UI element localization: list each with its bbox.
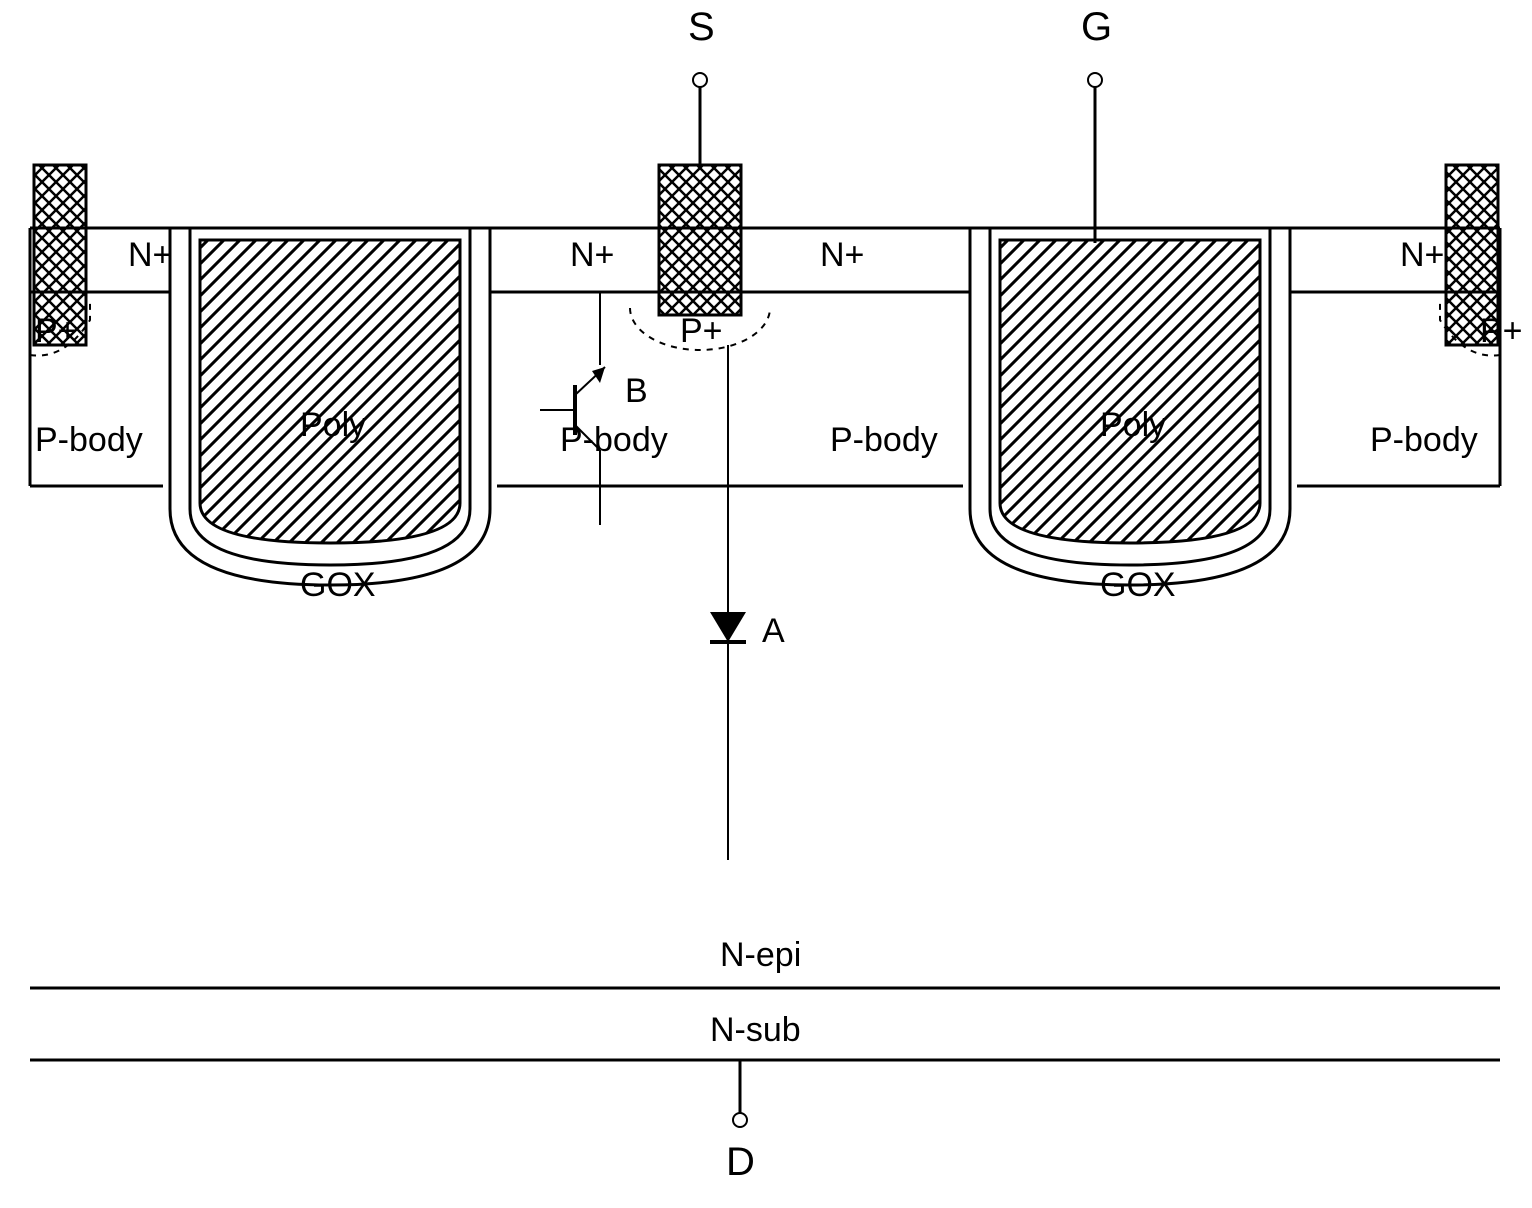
terminal-g-node: [1088, 73, 1102, 87]
pbody-label-0: P-body: [35, 421, 143, 460]
pplus-label-1: P+: [680, 312, 723, 351]
poly-label-1: Poly: [1100, 406, 1166, 445]
terminal-s-node: [693, 73, 707, 87]
diode-triangle: [710, 612, 746, 642]
pplus-label-2: P+: [1480, 312, 1523, 351]
nepi-label: N-epi: [720, 936, 801, 975]
diode-a-label: A: [762, 612, 785, 651]
nplus-label-1: N+: [570, 236, 614, 275]
terminal-d-label: D: [726, 1140, 755, 1185]
bjt-b-label: B: [625, 372, 648, 411]
poly-label-0: Poly: [300, 406, 366, 445]
nplus-label-0: N+: [128, 236, 172, 275]
trench-right-poly: [1000, 240, 1260, 543]
pplus-label-0: P+: [35, 312, 78, 351]
pbody-label-2: P-body: [830, 421, 938, 460]
terminal-g-label: G: [1081, 5, 1112, 50]
terminal-d-node: [733, 1113, 747, 1127]
contact-source: [659, 165, 741, 315]
trench-left-poly: [200, 240, 460, 543]
pbody-label-1: P-body: [560, 421, 668, 460]
nplus-label-3: N+: [1400, 236, 1444, 275]
nsub-label: N-sub: [710, 1011, 801, 1050]
pbody-label-3: P-body: [1370, 421, 1478, 460]
gox-label-1: GOX: [1100, 566, 1176, 605]
terminal-s-label: S: [688, 5, 715, 50]
gox-label-0: GOX: [300, 566, 376, 605]
bjt-arrow: [592, 367, 605, 383]
nplus-label-2: N+: [820, 236, 864, 275]
